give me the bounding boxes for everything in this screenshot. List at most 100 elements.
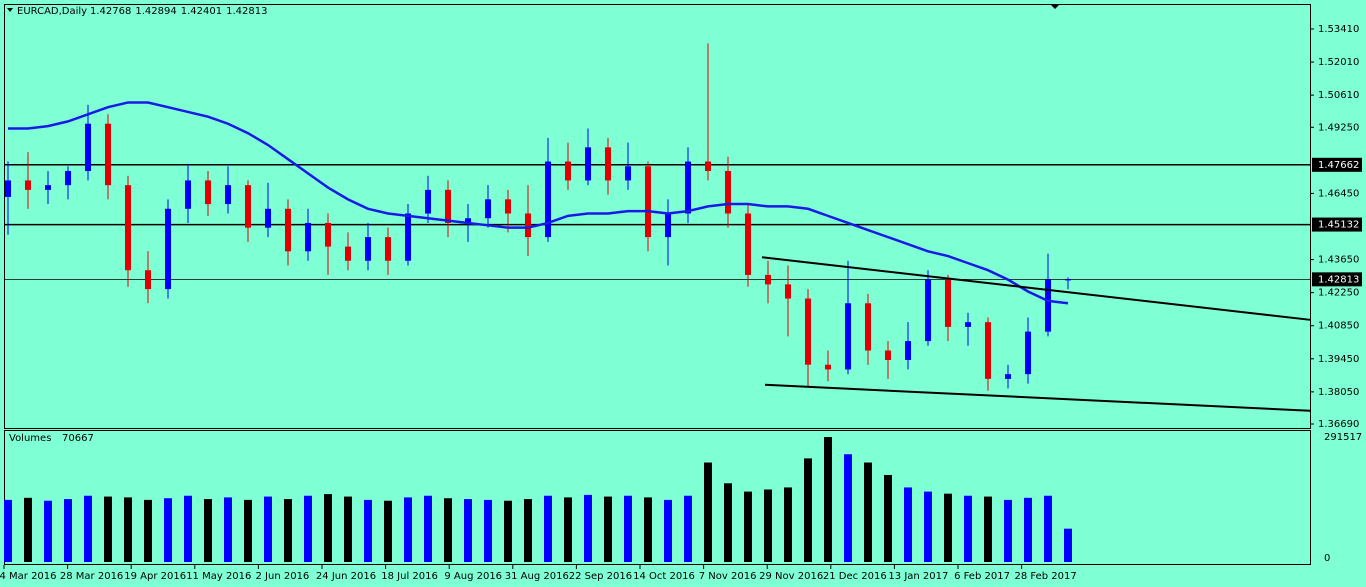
candle-body xyxy=(245,185,251,228)
volume-bar xyxy=(364,499,372,562)
volume-bar xyxy=(864,462,872,562)
candle-body xyxy=(525,213,531,238)
candle-body xyxy=(645,166,651,238)
y-tick-label: 1.53410 xyxy=(1318,24,1359,35)
candle-body xyxy=(625,166,631,181)
menu-arrow[interactable] xyxy=(7,8,13,12)
volume-bar xyxy=(144,499,152,562)
volume-bar xyxy=(904,487,912,562)
volume-bar xyxy=(704,462,712,562)
volume-bar xyxy=(884,474,892,562)
y-tick-label: 1.46450 xyxy=(1318,188,1359,199)
symbol: EURCAD,Daily xyxy=(17,6,87,17)
volume-tick-label: 291517 xyxy=(1324,432,1362,443)
header-low: 1.42401 xyxy=(181,6,222,17)
x-tick-label: 21 Dec 2016 xyxy=(823,571,887,582)
volume-bar xyxy=(624,495,632,562)
trendline xyxy=(764,383,1311,412)
candle-body xyxy=(425,189,431,214)
candle-body xyxy=(885,350,891,360)
volume-bar xyxy=(824,437,832,562)
candle-body xyxy=(605,147,611,181)
candle-body xyxy=(1045,279,1051,332)
x-tick-label: 6 Feb 2017 xyxy=(954,571,1010,582)
volume-bar xyxy=(684,495,692,562)
header-open: 1.42768 xyxy=(90,6,131,17)
volume-bar xyxy=(464,499,472,562)
ohlc-header: 1.42768 1.42894 1.42401 1.42813 xyxy=(90,6,267,17)
candle-body xyxy=(925,279,931,342)
shift-marker xyxy=(1051,5,1059,9)
x-tick-label: 22 Sep 2016 xyxy=(569,571,632,582)
volume-bar xyxy=(964,495,972,562)
candle-body xyxy=(565,161,571,181)
x-tick-label: 9 Aug 2016 xyxy=(444,571,502,582)
volume-bar xyxy=(124,497,132,562)
volume-bar xyxy=(1044,495,1052,562)
volume-bar xyxy=(804,458,812,562)
y-tick-label: 1.38050 xyxy=(1318,387,1359,398)
volume-bar xyxy=(724,483,732,562)
candle-body xyxy=(965,322,971,327)
y-tick-label: 1.40850 xyxy=(1318,321,1359,332)
x-tick-label: 4 Mar 2016 xyxy=(0,571,57,582)
candle-body xyxy=(205,180,211,205)
volume-bar xyxy=(844,454,852,562)
level-label-box xyxy=(1312,272,1362,287)
volume-bar xyxy=(784,487,792,562)
candle-body xyxy=(905,341,911,360)
volume-last: 70667 xyxy=(62,433,94,444)
moving-average xyxy=(8,101,1069,305)
y-tick-label: 1.42250 xyxy=(1318,288,1359,299)
volume-tick-label: 0 xyxy=(1324,553,1330,564)
candle-body xyxy=(145,270,151,290)
volume-bar xyxy=(384,500,392,562)
x-tick-label: 28 Mar 2016 xyxy=(60,571,123,582)
volume-bar xyxy=(504,500,512,562)
volume-bar xyxy=(204,499,212,562)
volume-pane-frame xyxy=(4,430,1311,565)
candle-body xyxy=(685,161,691,214)
candle-body xyxy=(345,246,351,261)
volume-bar xyxy=(344,496,352,562)
volume-bar xyxy=(324,494,332,562)
volume-bar xyxy=(4,499,12,562)
volume-bar xyxy=(44,500,52,562)
volume-bar xyxy=(564,497,572,562)
x-tick-label: 2 Jun 2016 xyxy=(256,571,310,582)
x-tick-label: 28 Feb 2017 xyxy=(1014,571,1076,582)
y-tick-label: 1.52010 xyxy=(1318,57,1359,68)
candle-body xyxy=(545,161,551,238)
volume-bar xyxy=(524,499,532,562)
volume-bar xyxy=(284,499,292,562)
candle-body xyxy=(85,123,91,171)
plot: 1.53410 1.52010 1.50610 1.49250 1.46450 1.436… xyxy=(0,24,1362,582)
trendline xyxy=(761,256,1311,321)
y-tick-label: 1.36690 xyxy=(1318,419,1359,430)
candle-body xyxy=(305,222,311,252)
candle-body xyxy=(185,180,191,209)
candle-body xyxy=(325,222,331,247)
x-tick-label: 29 Nov 2016 xyxy=(759,571,823,582)
candle-body xyxy=(845,303,851,370)
volume-bar xyxy=(1004,499,1012,562)
header-high: 1.42894 xyxy=(135,6,176,17)
volume-bar xyxy=(944,493,952,562)
volume-label: Volumes xyxy=(9,433,51,444)
level-label: 1.42813 xyxy=(1318,274,1359,285)
volume-bar xyxy=(1024,497,1032,562)
candle-body xyxy=(165,208,171,290)
x-tick-label: 14 Oct 2016 xyxy=(633,571,695,582)
volume-bar xyxy=(764,489,772,562)
header-close: 1.42813 xyxy=(226,6,267,17)
candle-body xyxy=(45,185,51,190)
candle-body xyxy=(5,180,11,197)
candle-body xyxy=(65,170,71,186)
candle-body xyxy=(945,279,951,327)
candle-body xyxy=(485,199,491,219)
candle-body xyxy=(505,199,511,214)
candle-body xyxy=(825,364,831,370)
candle-body xyxy=(365,237,371,261)
